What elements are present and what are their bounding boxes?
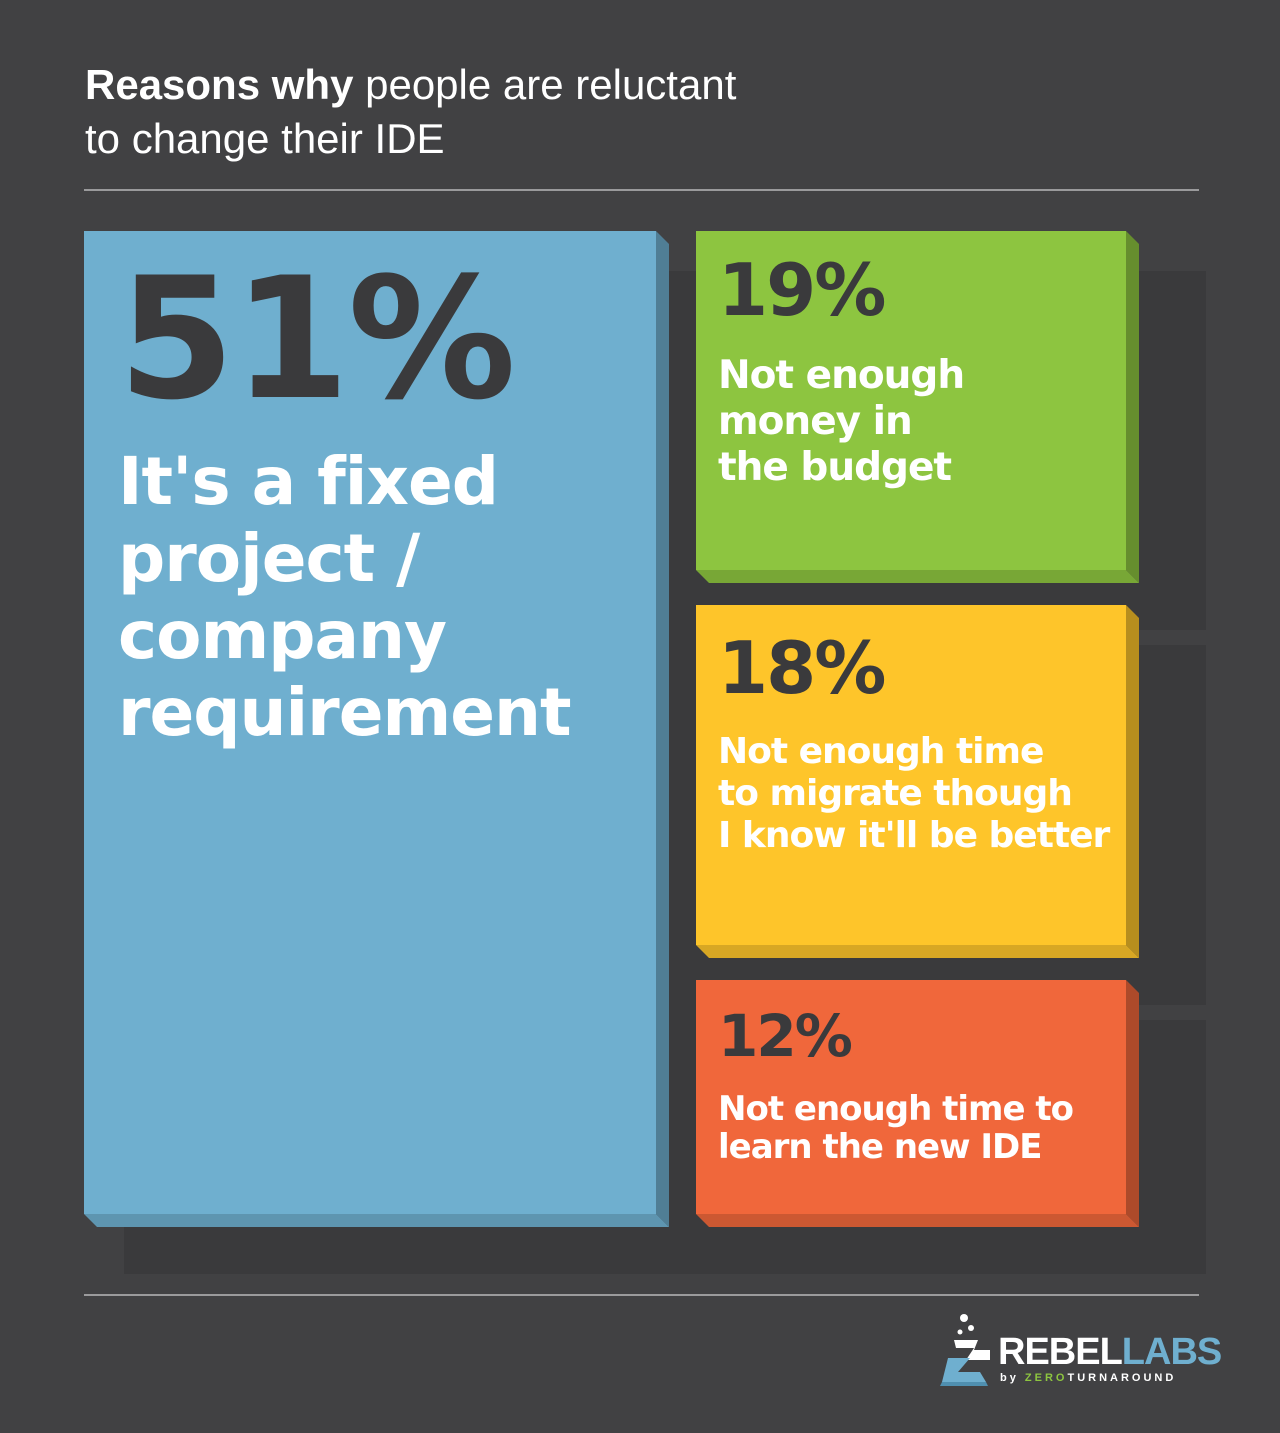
title-bold: Reasons why [85, 61, 354, 108]
tile-side-right [1126, 980, 1139, 1227]
logo-tagline: by ZEROTURNAROUND [1000, 1372, 1176, 1384]
tile-label-line: the budget [718, 445, 952, 490]
rebellabs-logo: REBELLABS by ZEROTURNAROUND [940, 1310, 1222, 1390]
tile-category-label: Not enough time to migrate though I know i… [718, 731, 1110, 857]
tile-value-label: 12% [718, 1002, 853, 1070]
tile-category-label: Not enough money in the budget [718, 353, 965, 491]
tile-label-line: I know it'll be better [718, 815, 1110, 856]
tile-label-line: money in [718, 399, 913, 444]
tile-side-right [1126, 231, 1139, 583]
tile-category-label: Not enough time to learn the new IDE [718, 1089, 1074, 1167]
tile-label-line: project / [118, 520, 420, 597]
title-line2: to change their IDE [85, 115, 445, 162]
logo-turnaround: TURNAROUND [1067, 1372, 1177, 1384]
tile-label-line: Not enough time [718, 731, 1044, 772]
tile-label-line: requirement [118, 674, 572, 751]
flask-icon [940, 1314, 990, 1386]
tile-label-line: Not enough [718, 353, 965, 398]
logo-zero: ZERO [1024, 1372, 1068, 1384]
bottom-divider [84, 1294, 1199, 1296]
tile-side-right [656, 231, 669, 1227]
logo-rebel: REBEL [998, 1331, 1123, 1373]
tile-migration-time: 18% Not enough time to migrate though I kno… [696, 605, 1126, 945]
tile-side-bottom [696, 1214, 1139, 1227]
tile-fixed-requirement: 51% It's a fixed project / company requireme… [84, 231, 656, 1214]
tile-side-bottom [84, 1214, 669, 1227]
top-divider [84, 189, 1199, 191]
tile-side-bottom [696, 570, 1139, 583]
tile-category-label: It's a fixed project / company requirement [118, 443, 572, 751]
tile-budget: 19% Not enough money in the budget [696, 231, 1126, 570]
tile-label-line: to migrate though [718, 773, 1073, 814]
tile-label-line: company [118, 597, 447, 674]
tile-value-label: 18% [718, 626, 886, 710]
logo-by: by [1000, 1372, 1025, 1384]
tile-value-label: 19% [718, 248, 886, 332]
chart-title: Reasons why people are reluctant to chan… [85, 58, 1185, 166]
tile-side-right [1126, 605, 1139, 958]
logo-labs: LABS [1121, 1331, 1222, 1373]
logo-word: REBELLABS [998, 1331, 1222, 1373]
tile-learning-time: 12% Not enough time to learn the new IDE [696, 980, 1126, 1214]
tile-side-bottom [696, 945, 1139, 958]
tile-label-line: Not enough time to [718, 1089, 1074, 1129]
title-rest: people are reluctant [353, 61, 737, 108]
tile-label-line: learn the new IDE [718, 1127, 1042, 1167]
tile-value-label: 51% [118, 241, 516, 437]
tile-label-line: It's a fixed [118, 443, 499, 520]
